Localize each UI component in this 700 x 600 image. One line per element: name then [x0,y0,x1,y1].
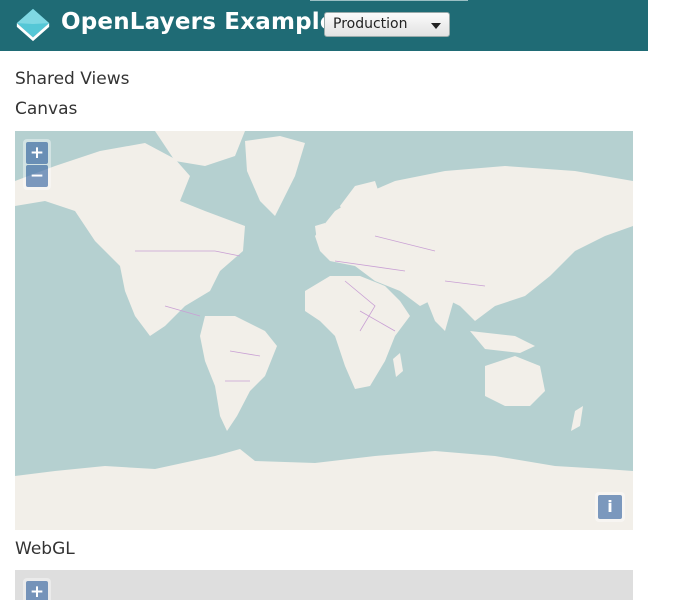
zoom-controls: + − [23,139,51,190]
navbar-accent-line [310,0,468,1]
canvas-map[interactable]: + − i [15,131,633,530]
canvas-map-label: Canvas [15,99,78,119]
zoom-in-button[interactable]: + [26,142,48,164]
world-map-canvas [15,131,633,530]
top-navbar: OpenLayers Examples Production [0,0,648,51]
version-select[interactable]: Production [324,12,450,37]
version-select-value: Production [333,16,408,32]
zoom-in-button-webgl[interactable]: + [26,581,48,600]
webgl-map-label: WebGL [15,539,75,559]
attribution-button[interactable]: i [598,495,622,519]
chevron-down-icon [431,23,441,29]
openlayers-logo-icon[interactable] [14,6,52,44]
page-title: Shared Views [15,69,130,89]
webgl-map[interactable]: + [15,570,633,600]
attribution-control: i [595,492,625,522]
zoom-out-button[interactable]: − [26,165,48,187]
site-title[interactable]: OpenLayers Examples [61,9,350,35]
zoom-controls-webgl: + [23,578,51,600]
